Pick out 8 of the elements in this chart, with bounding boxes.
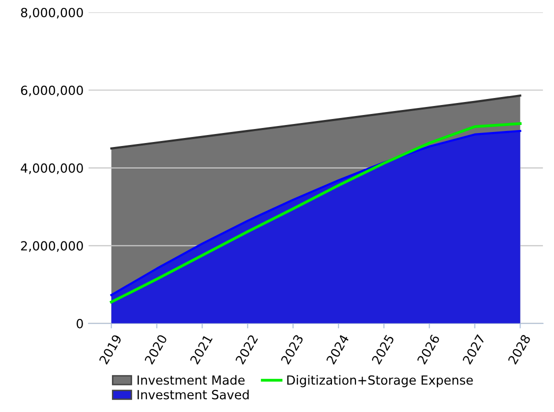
y-tick-label: 4,000,000 [20,163,83,174]
y-tick-label: 6,000,000 [21,86,83,96]
legend-label: Investment Saved [138,390,249,400]
y-tick-label: 2,000,000 [21,241,83,252]
y-tick-label: 8,000,000 [21,8,83,19]
y-tick-label: 0 [76,318,83,328]
legend-label: Investment Made [138,375,245,385]
legend-label: Digitization+Storage Expense [287,375,473,388]
